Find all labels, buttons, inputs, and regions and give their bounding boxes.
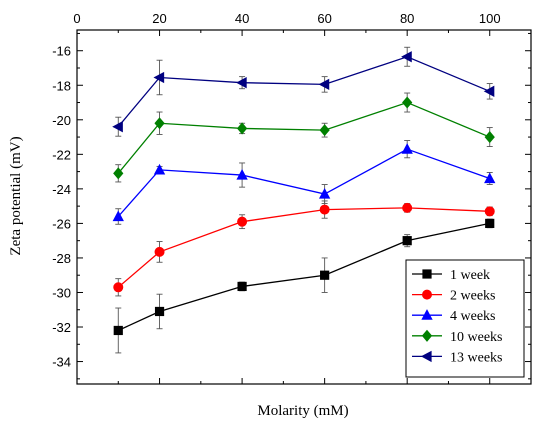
x-tick-label: 0	[73, 11, 80, 26]
legend-marker	[421, 289, 432, 300]
legend-label: 10 weeks	[450, 330, 503, 345]
data-point	[319, 124, 330, 137]
y-tick-label: -26	[52, 216, 71, 231]
data-point	[112, 210, 124, 222]
data-point	[402, 202, 413, 213]
series-line	[117, 56, 490, 128]
data-point	[236, 169, 248, 180]
series-line	[117, 101, 490, 174]
data-point	[113, 167, 124, 180]
x-tick-label: 80	[400, 11, 414, 26]
legend-marker	[421, 329, 433, 342]
legend-item: 13 weeks	[412, 350, 503, 365]
legend-label: 1 week	[450, 268, 490, 283]
data-point	[402, 236, 412, 246]
y-tick-label: -16	[52, 44, 71, 59]
legend-marker	[421, 309, 433, 320]
data-point	[483, 85, 495, 97]
data-point	[319, 204, 330, 215]
legend-label: 2 weeks	[450, 289, 496, 304]
series-2	[112, 140, 496, 225]
y-tick-label: -28	[52, 251, 71, 266]
y-tick-label: -34	[52, 355, 71, 370]
y-tick-label: -24	[52, 182, 71, 197]
data-point	[485, 218, 495, 229]
data-point	[402, 96, 413, 109]
series-3	[113, 92, 495, 183]
data-point	[484, 172, 496, 184]
y-tick-label: -32	[52, 320, 71, 335]
data-point	[154, 306, 165, 317]
y-tick-label: -18	[52, 78, 71, 93]
data-point	[401, 143, 413, 154]
legend-label: 13 weeks	[450, 350, 503, 365]
ticks-group: 0 20 40 60 80 100 -34 -32 -30 -28 -26 -24 -22 -20 -18 -…	[52, 11, 531, 384]
y-axis-title: Zeta potential (mV)	[8, 136, 24, 255]
series-0	[113, 218, 495, 354]
x-tick-label: 40	[235, 11, 249, 26]
legend-item: 1 week	[412, 268, 490, 283]
legend-marker	[422, 269, 432, 279]
y-tick-label: -30	[52, 285, 71, 300]
data-point	[154, 246, 165, 257]
series-line	[117, 207, 490, 288]
series-group	[112, 46, 496, 354]
legend: 1 week 2 weeks 4 weeks 10 weeks 13 weeks	[405, 259, 525, 378]
data-point	[318, 78, 330, 91]
axes-group	[76, 29, 532, 385]
data-point	[484, 131, 495, 144]
plot-frame	[76, 29, 532, 385]
data-point	[237, 216, 248, 227]
data-point	[320, 270, 330, 280]
data-point	[318, 187, 331, 199]
legend-label: 4 weeks	[450, 309, 496, 324]
data-point	[153, 71, 165, 84]
y-tick-label: -20	[52, 113, 71, 128]
data-point	[153, 163, 166, 175]
series-line	[117, 148, 490, 217]
data-point	[237, 281, 247, 292]
data-point	[236, 122, 248, 135]
data-point	[112, 121, 123, 133]
series-4	[112, 46, 495, 137]
legend-item: 2 weeks	[412, 289, 496, 304]
x-tick-label: 100	[479, 11, 501, 26]
legend-marker	[420, 350, 432, 363]
y-tick-label: -22	[52, 147, 71, 162]
data-point	[113, 282, 124, 293]
series-1	[113, 200, 495, 297]
legend-item: 10 weeks	[412, 329, 503, 345]
series-line	[118, 222, 490, 332]
x-tick-label: 60	[317, 11, 331, 26]
x-axis-title: Molarity (mM)	[257, 403, 348, 419]
x-tick-label: 20	[152, 11, 166, 26]
legend-item: 4 weeks	[412, 309, 496, 324]
data-point	[401, 51, 412, 63]
data-point	[484, 206, 495, 217]
data-point	[236, 77, 247, 89]
data-point	[113, 325, 123, 336]
data-point	[154, 117, 165, 130]
